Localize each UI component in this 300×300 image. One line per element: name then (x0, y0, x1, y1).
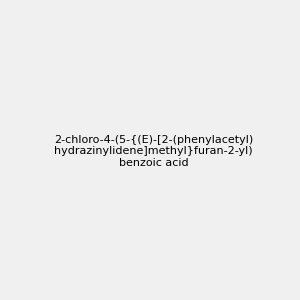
Text: 2-chloro-4-(5-{(E)-[2-(phenylacetyl)
hydrazinylidene]methyl}furan-2-yl)
benzoic : 2-chloro-4-(5-{(E)-[2-(phenylacetyl) hyd… (54, 135, 254, 168)
